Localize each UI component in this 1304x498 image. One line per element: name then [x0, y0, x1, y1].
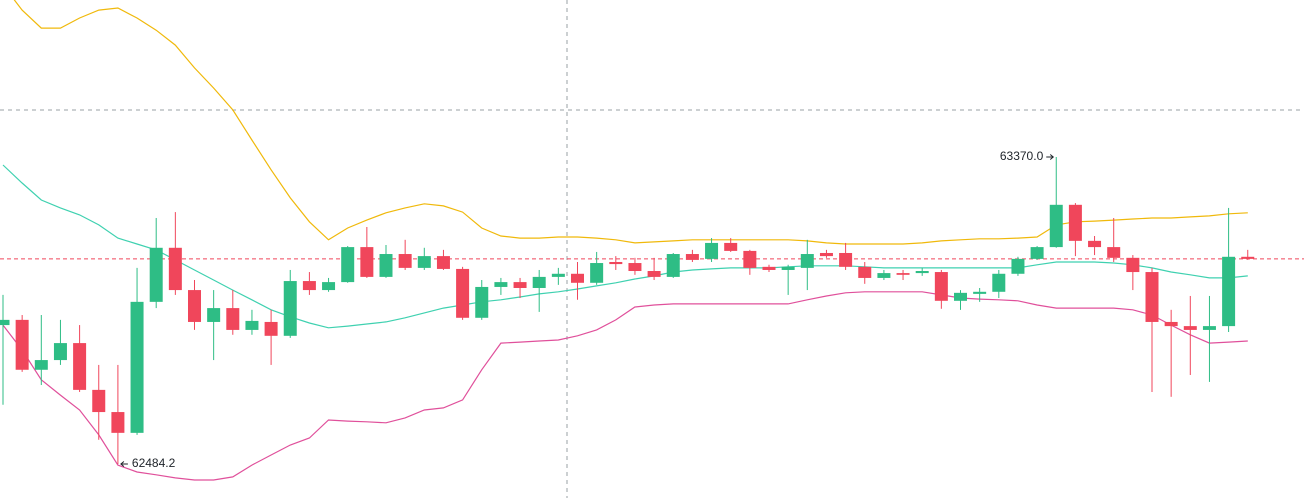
band-line: [2, 164, 1248, 329]
candle-body: [283, 281, 297, 336]
candle-body: [226, 308, 240, 330]
candle-body: [168, 247, 182, 291]
band-line: [2, 291, 1248, 481]
candle-body: [322, 282, 336, 291]
candle-body: [1030, 247, 1044, 259]
candle-body: [973, 291, 987, 294]
candle-body: [915, 271, 929, 274]
candle-body: [53, 343, 67, 361]
bollinger-bands: [2, 0, 1248, 481]
candle-body: [475, 286, 489, 318]
candle-body: [839, 252, 853, 267]
candle-body: [0, 319, 10, 326]
candle-body: [436, 256, 450, 269]
candle-body: [188, 290, 201, 322]
high-arrow: [1046, 154, 1055, 160]
candle-body: [666, 254, 680, 277]
candle-body: [992, 273, 1006, 292]
candle-body: [1107, 247, 1121, 258]
low-label: 62484.2: [132, 456, 176, 470]
candle-body: [877, 273, 891, 278]
candle-body: [551, 273, 565, 277]
candle-body: [743, 250, 757, 268]
candle-body: [571, 273, 584, 283]
candle-body: [1049, 204, 1063, 248]
candle-body: [590, 263, 604, 283]
candle-body: [724, 242, 738, 251]
low-arrow: [120, 461, 128, 467]
candle-body: [532, 276, 546, 288]
candle-body: [417, 256, 431, 268]
band-line: [13, 0, 1248, 245]
candle-body: [1183, 326, 1197, 330]
candle-body: [245, 320, 259, 330]
candle-body: [705, 242, 719, 259]
candle-body: [264, 321, 278, 336]
candle-body: [1068, 204, 1082, 241]
candle-body: [685, 254, 699, 260]
candle-body: [130, 301, 144, 433]
candle-body: [73, 343, 87, 390]
candle-body: [819, 252, 833, 257]
candle-body: [111, 412, 125, 433]
candle-body: [896, 273, 910, 275]
candle-body: [934, 272, 948, 301]
candle-body: [800, 254, 814, 268]
candles: [0, 156, 1304, 464]
candle-body: [1011, 258, 1025, 274]
high-label: 63370.0: [1000, 149, 1044, 163]
candle-body: [858, 266, 872, 278]
candle-body: [15, 319, 29, 370]
candle-body: [149, 247, 163, 302]
candle-body: [34, 360, 48, 370]
candle-body: [360, 247, 374, 277]
candle-body: [1145, 272, 1159, 322]
candle-body: [92, 389, 106, 413]
candle-body: [398, 254, 412, 268]
candle-body: [609, 261, 623, 265]
candle-body: [954, 292, 967, 301]
candle-body: [1164, 321, 1178, 327]
candle-body: [207, 308, 221, 322]
candle-body: [1126, 257, 1140, 273]
candle-body: [647, 271, 661, 277]
candle-body: [379, 254, 393, 277]
candle-body: [1202, 326, 1216, 330]
candle-body: [1222, 256, 1236, 327]
candle-body: [1088, 240, 1102, 248]
candle-body: [781, 266, 795, 270]
candle-body: [1241, 256, 1255, 259]
candle-body: [494, 282, 508, 287]
candle-body: [341, 247, 355, 283]
candle-body: [628, 263, 642, 272]
annotations: 63370.0 62484.2: [120, 149, 1055, 470]
candle-body: [513, 282, 527, 288]
candle-body: [762, 266, 776, 270]
candle-body: [456, 268, 470, 318]
candle-body: [302, 281, 316, 291]
